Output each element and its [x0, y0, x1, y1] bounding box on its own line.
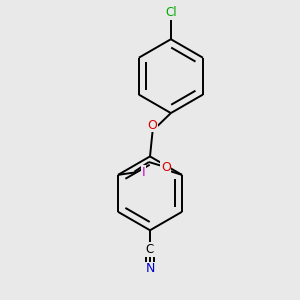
Text: C: C [146, 243, 154, 256]
Text: O: O [161, 161, 171, 174]
Text: Cl: Cl [165, 6, 177, 20]
Text: N: N [145, 262, 155, 275]
Text: I: I [142, 166, 146, 179]
Text: O: O [148, 119, 158, 132]
